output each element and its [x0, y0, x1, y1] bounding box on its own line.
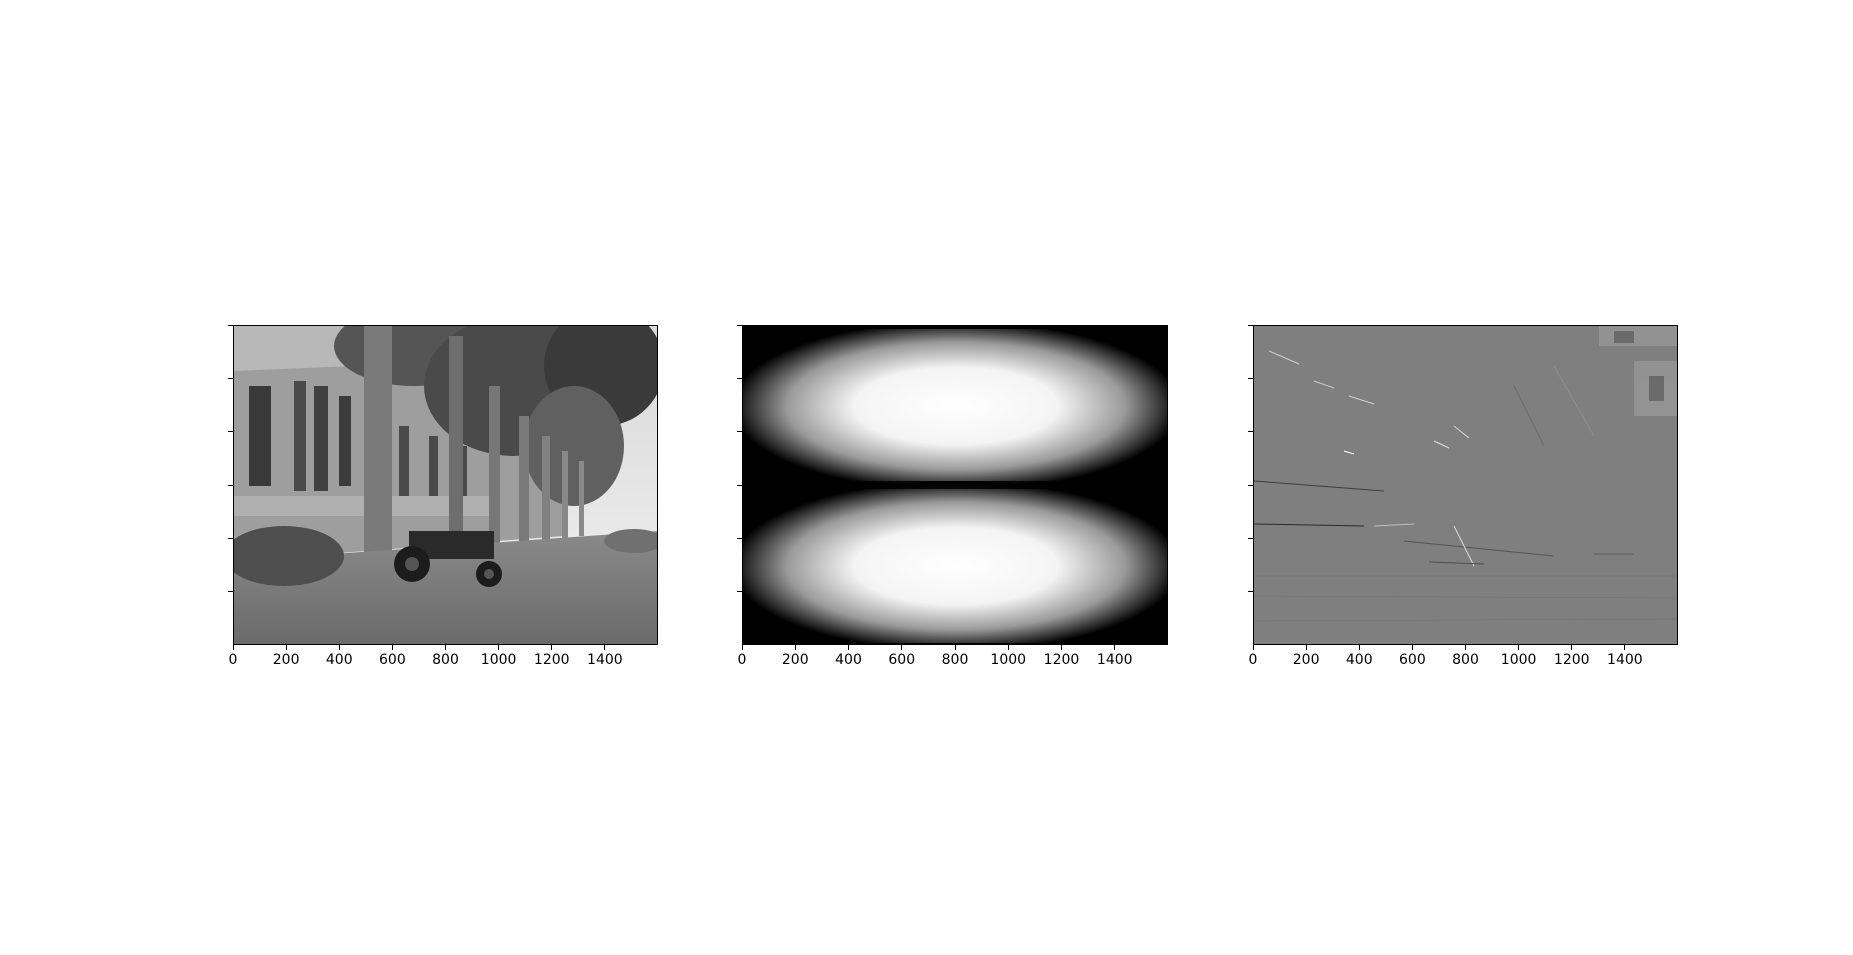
y-tick: [737, 377, 742, 379]
residual-image: [1253, 325, 1678, 645]
x-tick: [1571, 645, 1573, 650]
x-tick: [391, 645, 393, 650]
x-tick: [1358, 645, 1360, 650]
x-tick-label: 600: [888, 652, 916, 668]
y-tick: [1248, 484, 1253, 486]
x-tick-label: 400: [1345, 652, 1373, 668]
y-tick: [737, 324, 742, 326]
x-tick-label: 800: [1452, 652, 1479, 668]
x-tick: [1061, 645, 1062, 650]
residual-svg: [1254, 326, 1677, 644]
x-tick-label: 0: [1248, 652, 1258, 668]
x-tick-label: 1400: [1096, 652, 1133, 668]
x-tick-label: 0: [737, 652, 747, 668]
x-tick: [1518, 645, 1520, 650]
x-tick-label: 1000: [480, 652, 517, 668]
y-tick: [1248, 591, 1253, 593]
y-tick: [1248, 537, 1253, 539]
x-tick-label: 600: [379, 652, 406, 668]
x-tick-label: 1400: [1607, 652, 1643, 668]
x-tick: [232, 645, 234, 650]
x-tick-label: 1200: [1553, 652, 1590, 668]
y-tick: [228, 591, 233, 593]
x-tick-label: 1000: [990, 652, 1027, 668]
x-tick: [1624, 645, 1626, 650]
y-tick: [228, 377, 233, 379]
x-tick-label: 0: [228, 652, 238, 668]
x-tick: [848, 645, 849, 650]
x-tick: [604, 645, 606, 650]
mask-image: [742, 325, 1168, 645]
y-tick: [1248, 324, 1253, 326]
x-tick: [741, 645, 743, 650]
x-tick: [1252, 645, 1254, 650]
x-tick: [498, 645, 500, 650]
x-tick-label: 800: [432, 652, 459, 668]
x-tick: [1411, 645, 1413, 650]
x-tick: [551, 645, 553, 650]
y-tick: [1248, 377, 1253, 379]
photo-svg: [234, 326, 657, 644]
y-tick: [228, 537, 233, 539]
y-tick: [228, 324, 233, 326]
x-tick: [954, 645, 956, 650]
x-tick-label: 400: [325, 652, 353, 668]
mask-svg: [743, 326, 1167, 644]
x-tick: [794, 645, 796, 650]
x-tick-label: 1000: [1500, 652, 1537, 668]
y-tick: [228, 484, 233, 486]
x-tick-label: 1400: [587, 652, 623, 668]
x-tick: [1305, 645, 1307, 650]
y-tick: [737, 484, 742, 486]
x-tick-label: 200: [272, 652, 300, 668]
x-tick: [1465, 645, 1466, 650]
y-tick: [737, 537, 742, 539]
x-tick-label: 200: [781, 652, 809, 668]
x-tick: [285, 645, 287, 650]
x-tick: [1007, 645, 1009, 650]
x-tick-label: 1200: [533, 652, 570, 668]
x-tick: [1114, 645, 1116, 650]
y-tick: [737, 591, 742, 593]
x-tick-label: 400: [835, 652, 862, 668]
x-tick-label: 1200: [1043, 652, 1080, 668]
photo-image: [233, 325, 658, 645]
x-tick: [901, 645, 903, 650]
x-tick-label: 800: [941, 652, 969, 668]
x-tick: [445, 645, 446, 650]
y-tick: [737, 431, 742, 433]
x-tick-label: 600: [1399, 652, 1426, 668]
x-tick-label: 200: [1292, 652, 1320, 668]
x-tick: [338, 645, 340, 650]
y-tick: [228, 431, 233, 433]
y-tick: [1248, 431, 1253, 433]
